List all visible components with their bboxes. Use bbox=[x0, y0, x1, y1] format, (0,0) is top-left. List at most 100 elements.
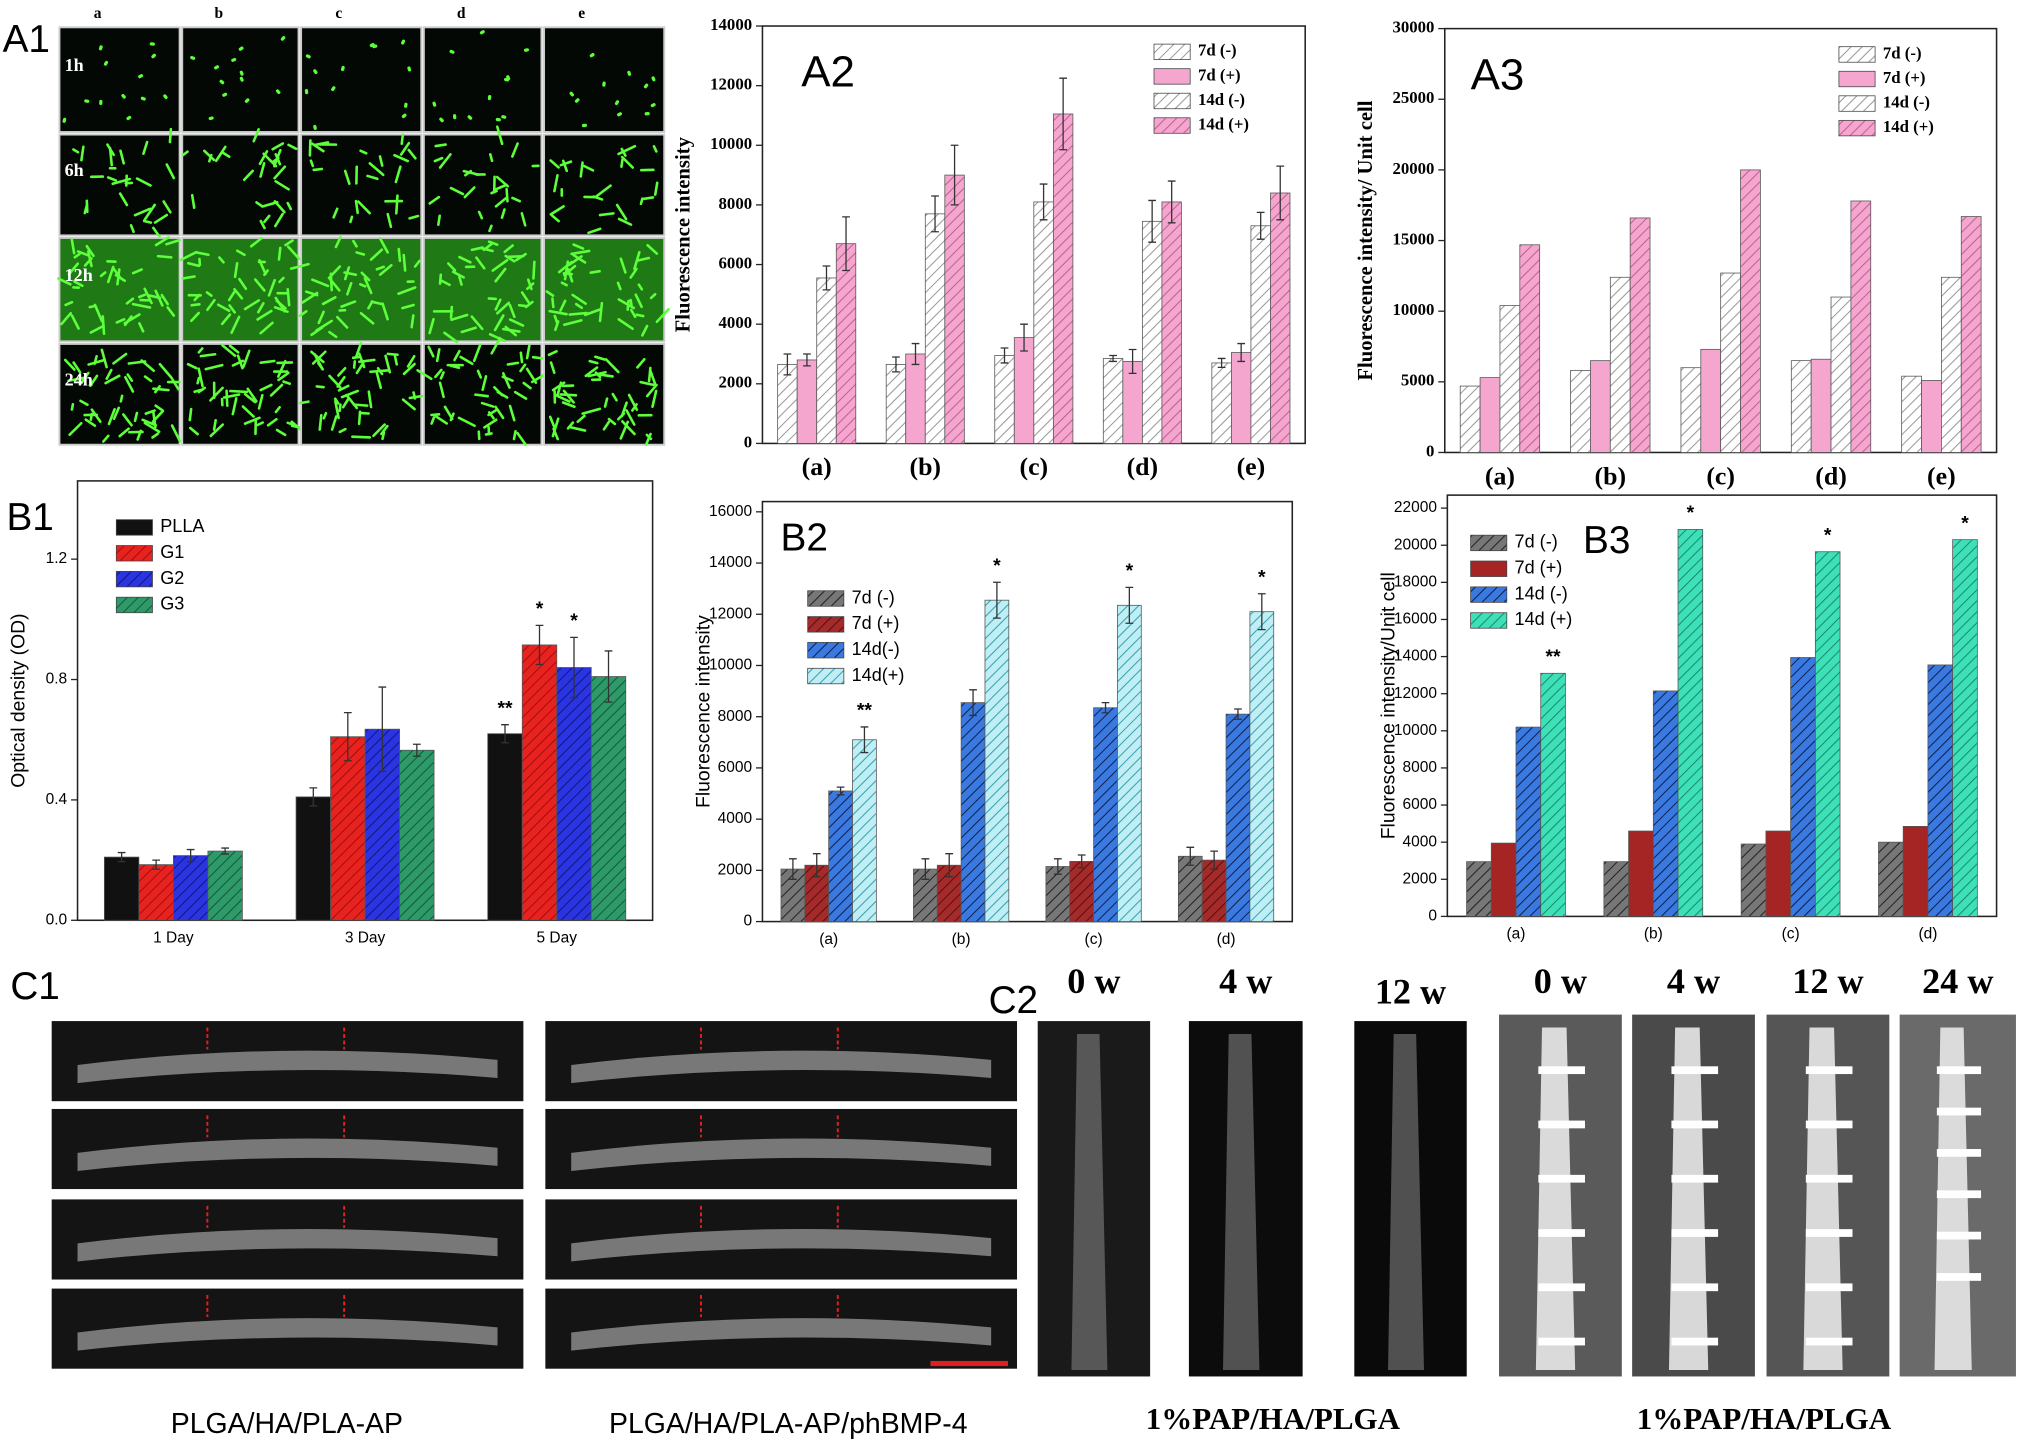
legend-swatch bbox=[115, 570, 153, 588]
y-axis-label: Optical density (OD) bbox=[8, 613, 30, 787]
y-tick-label: 6000 bbox=[719, 253, 753, 272]
y-tick-label: 6000 bbox=[718, 759, 753, 776]
x-tick-label: (e) bbox=[1237, 452, 1266, 481]
column-label: d bbox=[457, 5, 466, 22]
y-tick-label: 0.8 bbox=[46, 671, 68, 688]
bar bbox=[1790, 657, 1816, 917]
error-bar bbox=[570, 636, 578, 699]
micrograph bbox=[58, 133, 181, 237]
bar bbox=[828, 790, 853, 922]
bar bbox=[1225, 713, 1251, 922]
bar bbox=[1952, 539, 1978, 917]
legend-label: 14d (+) bbox=[1515, 609, 1573, 629]
significance-mark: * bbox=[570, 610, 578, 632]
legend-swatch bbox=[1838, 70, 1876, 88]
legend-swatch bbox=[1838, 119, 1876, 137]
time-label: 12 w bbox=[1375, 972, 1446, 1012]
legend-swatch bbox=[115, 596, 153, 614]
legend-swatch bbox=[1153, 92, 1191, 110]
bar bbox=[1927, 664, 1954, 917]
caption: PLGA/HA/PLA-AP bbox=[171, 1408, 403, 1440]
y-tick-label: 25000 bbox=[1392, 88, 1434, 107]
y-tick-label: 4000 bbox=[718, 810, 753, 827]
error-bar bbox=[1257, 593, 1266, 631]
bar bbox=[1230, 352, 1252, 444]
error-bar bbox=[945, 853, 954, 878]
error-bar bbox=[1059, 77, 1068, 151]
legend-swatch bbox=[1838, 95, 1876, 112]
error-bar bbox=[1167, 180, 1176, 224]
x-tick-label: (b) bbox=[1644, 926, 1663, 943]
bar bbox=[1540, 672, 1566, 917]
bar bbox=[1921, 380, 1942, 453]
panel-label: B3 bbox=[1583, 519, 1630, 562]
caption: PLGA/HA/PLA-AP/phBMP-4 bbox=[609, 1408, 968, 1440]
error-bar bbox=[309, 787, 318, 807]
y-tick-label: 14000 bbox=[1394, 648, 1437, 665]
error-bar bbox=[1000, 347, 1009, 364]
bar bbox=[1499, 305, 1521, 453]
y-tick-label: 8000 bbox=[719, 194, 753, 213]
x-tick-label: (a) bbox=[819, 931, 838, 948]
y-tick-label: 0 bbox=[744, 432, 752, 451]
x-tick-label: 1 Day bbox=[153, 929, 194, 946]
error-bar bbox=[836, 786, 845, 796]
error-bar bbox=[152, 859, 161, 870]
time-label: 4 w bbox=[1219, 961, 1272, 1001]
bar bbox=[207, 850, 243, 921]
bar bbox=[1013, 337, 1035, 444]
legend-swatch bbox=[1153, 117, 1191, 134]
bar bbox=[1490, 842, 1517, 917]
y-tick-label: 20000 bbox=[1392, 159, 1434, 178]
panel-label: A1 bbox=[3, 18, 50, 61]
bar bbox=[796, 359, 818, 444]
bar bbox=[399, 749, 435, 921]
micrograph bbox=[543, 26, 666, 133]
y-tick-label: 16000 bbox=[1394, 611, 1437, 628]
error-bar bbox=[1109, 354, 1117, 363]
error-bar bbox=[1020, 323, 1028, 352]
error-bar bbox=[1053, 858, 1062, 875]
bar bbox=[1740, 843, 1767, 917]
legend-label: 14d (+) bbox=[1198, 114, 1249, 133]
legend-label: 14d(-) bbox=[852, 639, 900, 659]
x-tick-label: (d) bbox=[1918, 926, 1937, 943]
bar bbox=[1250, 225, 1271, 444]
bar bbox=[1211, 362, 1232, 444]
error-bar bbox=[1077, 854, 1086, 869]
column-label: e bbox=[578, 5, 585, 22]
bar bbox=[1609, 276, 1631, 453]
error-bar bbox=[343, 711, 352, 762]
bar bbox=[852, 739, 877, 922]
error-bar bbox=[1039, 183, 1048, 221]
bar bbox=[1960, 216, 1982, 453]
x-tick-label: 5 Day bbox=[537, 929, 578, 946]
bar bbox=[1700, 348, 1722, 453]
y-tick-label: 12000 bbox=[710, 75, 752, 94]
error-bar bbox=[1217, 357, 1226, 369]
legend-label: 14d (-) bbox=[1515, 583, 1568, 603]
time-label: 12 w bbox=[1792, 961, 1863, 1001]
error-bar bbox=[501, 724, 509, 744]
plot-frame bbox=[1446, 494, 1998, 918]
error-bar bbox=[822, 265, 831, 291]
legend-label: PLLA bbox=[160, 516, 205, 536]
bar bbox=[138, 864, 174, 921]
column-label: a bbox=[94, 5, 102, 22]
time-label: 0 w bbox=[1534, 961, 1587, 1001]
bar bbox=[1810, 358, 1832, 453]
error-bar bbox=[842, 216, 850, 272]
panel-label: A2 bbox=[801, 48, 855, 97]
micrograph bbox=[58, 26, 181, 133]
bar bbox=[835, 243, 857, 444]
legend-label: 14d (+) bbox=[1883, 117, 1934, 136]
x-tick-label: (c) bbox=[1085, 931, 1103, 948]
legend-swatch bbox=[1470, 612, 1508, 629]
bar bbox=[103, 856, 140, 921]
bar bbox=[1740, 169, 1761, 453]
y-tick-label: 0 bbox=[743, 913, 752, 930]
error-bar bbox=[931, 195, 939, 233]
bar bbox=[1515, 726, 1542, 917]
bar bbox=[1069, 861, 1094, 922]
